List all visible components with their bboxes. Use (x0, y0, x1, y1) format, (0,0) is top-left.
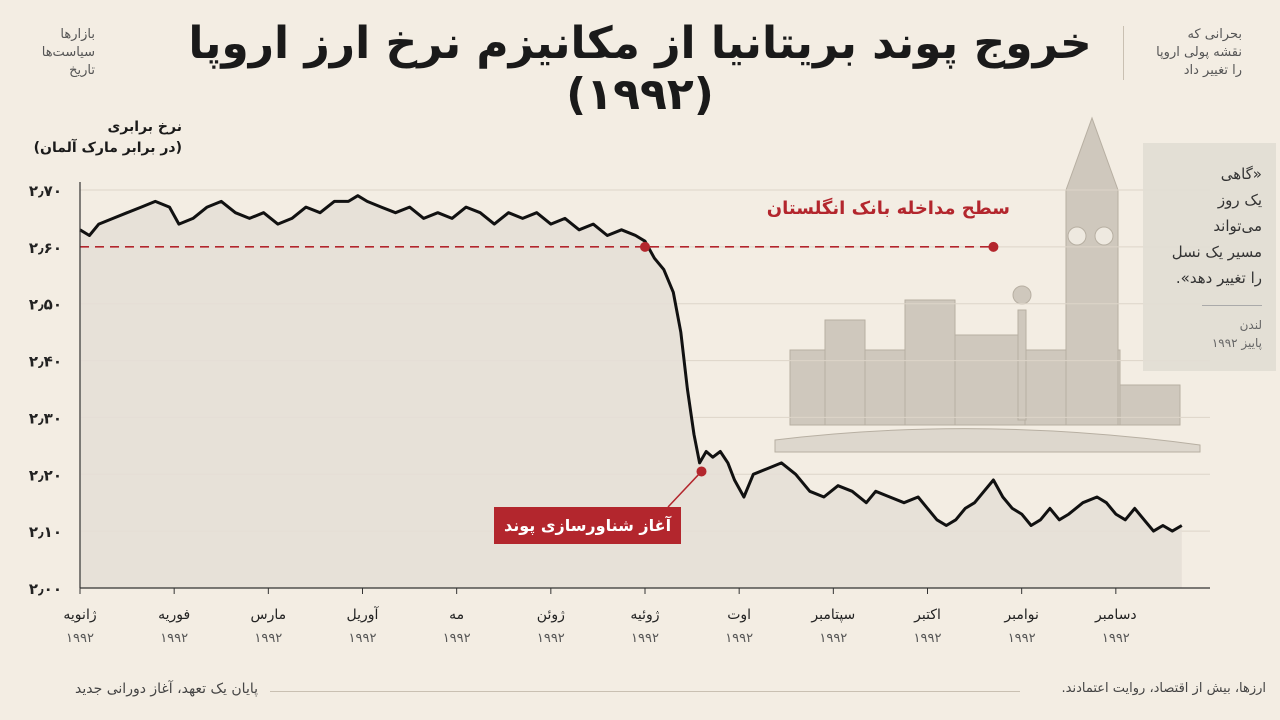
intervention-start-marker (640, 241, 650, 252)
x-tick-label: اکتبر (913, 607, 941, 623)
subtitle-note: بحرانی که نقشه پولی اروپا را تغییر داد (1123, 26, 1242, 80)
x-tick-year: ۱۹۹۲ (160, 631, 188, 646)
footer-motto: ارزها، بیش از اقتصاد، روایت اعتمادند. (1061, 681, 1267, 696)
x-tick-label: ژوئیه (630, 607, 659, 623)
y-tick-label: ۲٫۷۰ (29, 182, 62, 200)
y-tick-label: ۲٫۰۰ (29, 580, 62, 598)
x-tick-label: اوت (727, 607, 751, 623)
x-tick-label: دسامبر (1094, 607, 1137, 623)
quote-divider (1202, 305, 1262, 306)
float-leader-line (667, 470, 703, 508)
x-tick-label: مه (449, 607, 464, 623)
x-tick-year: ۱۹۹۲ (254, 631, 282, 646)
footer-divider (270, 691, 1020, 692)
x-tick-label: ژانویه (63, 607, 96, 623)
x-tick-label: مارس (251, 607, 287, 623)
x-tick-year: ۱۹۹۲ (443, 631, 471, 646)
x-tick-labels: ژانویه ۱۹۹۲ فوریه ۱۹۹۲ مارس ۱۹۹۲ آوریل ۱۹۹۲ مه ۱۹… (63, 588, 1137, 646)
westminster-palace-illustration (774, 299, 1201, 453)
y-tick-label: ۲٫۴۰ (29, 353, 62, 371)
quote-box: «گاهی یک روز می‌تواند مسیر یک نسل را تغی… (1143, 143, 1276, 371)
y-tick-label: ۲٫۲۰ (29, 466, 62, 484)
big-ben-illustration (1012, 116, 1119, 426)
intervention-end-marker (988, 241, 999, 252)
quote-text: «گاهی یک روز می‌تواند مسیر یک نسل را تغی… (1171, 165, 1262, 287)
y-tick-label: ۲٫۱۰ (29, 523, 62, 541)
y-tick-label: ۲٫۶۰ (29, 239, 62, 257)
y-tick-labels: ۲٫۰۰ ۲٫۱۰ ۲٫۲۰ ۲٫۳۰ ۲٫۴۰ ۲٫۵۰ ۲٫۶۰ ۲٫۷۰ (29, 182, 62, 598)
x-tick-label: ژوئن (537, 607, 565, 623)
x-tick-year: ۱۹۹۲ (819, 631, 847, 646)
y-axis-label: نرخ برابری (در برابر مارک آلمان) (33, 119, 182, 156)
float-start-label: آغاز شناورسازی پوند (494, 507, 681, 544)
y-tick-label: ۲٫۵۰ (29, 296, 62, 314)
x-tick-year: ۱۹۹۲ (1102, 631, 1130, 646)
x-tick-year: ۱۹۹۲ (914, 631, 942, 646)
x-tick-year: ۱۹۹۲ (349, 631, 377, 646)
footer-tagline: پایان یک تعهد، آغاز دورانی جدید (75, 681, 258, 697)
y-tick-label: ۲٫۳۰ (29, 409, 62, 427)
x-tick-year: ۱۹۹۲ (1008, 631, 1036, 646)
x-tick-year: ۱۹۹۲ (725, 631, 753, 646)
x-tick-year: ۱۹۹۲ (66, 631, 94, 646)
x-tick-year: ۱۹۹۲ (537, 631, 565, 646)
x-tick-label: فوریه (158, 607, 190, 623)
x-tick-label: سپتامبر (810, 607, 855, 623)
series-line (79, 194, 1183, 533)
series-area (80, 195, 1182, 588)
intervention-level-label: سطح مداخله بانک انگلستان (766, 198, 1010, 219)
topic-tags: بازارها سیاست‌ها تاریخ (41, 27, 95, 78)
x-tick-year: ۱۹۹۲ (631, 631, 659, 646)
quote-place: لندن پاییز ۱۹۹۲ (1211, 318, 1262, 350)
x-tick-label: نوامبر (1003, 607, 1038, 623)
x-tick-label: آوریل (347, 606, 380, 623)
city-illustration (774, 116, 1201, 453)
page-title: خروج پوند بریتانیا از مکانیزم نرخ ارز ار… (188, 18, 1092, 120)
